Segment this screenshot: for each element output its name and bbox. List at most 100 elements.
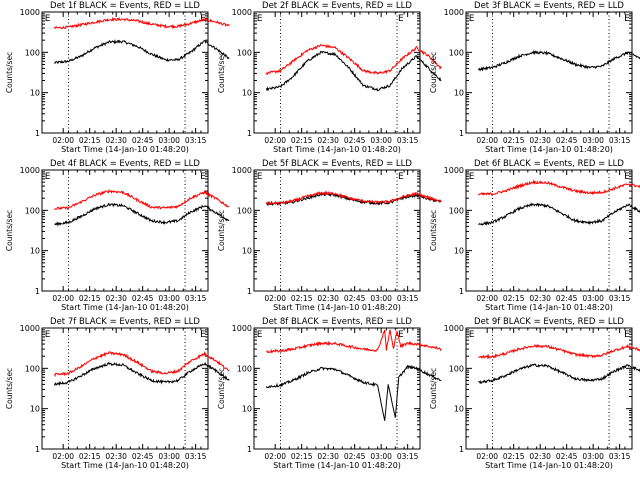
y-axis-label: Counts/sec: [217, 368, 226, 409]
x-tick-label: 02:15: [503, 452, 525, 461]
y-tick-label: 10: [30, 89, 40, 98]
y-tick-label: 100: [25, 48, 40, 57]
panel-det-4: Det 4f BLACK = Events, RED = LLD 1 10 100 10…: [5, 159, 230, 312]
x-tick-label: 03:15: [397, 294, 419, 303]
y-tick-label: 1000: [444, 324, 464, 333]
y-tick-label: 1: [459, 445, 464, 454]
x-axis-label: Start Time (14-Jan-10 01:48:20): [273, 145, 401, 154]
x-tick-label: 02:00: [52, 294, 74, 303]
x-tick-label: 03:15: [397, 452, 419, 461]
y-tick-label: 1000: [444, 166, 464, 175]
panel-det-9: Det 9f BLACK = Events, RED = LLD 1 10 100 10…: [429, 317, 640, 470]
x-tick-label: 02:15: [503, 294, 525, 303]
y-tick-label: 10: [454, 405, 464, 414]
x-tick-label: 02:15: [79, 452, 101, 461]
y-tick-label: 100: [449, 48, 464, 57]
x-tick-label: 02:30: [105, 136, 127, 145]
events-series-line: [478, 363, 640, 385]
y-tick-label: 1: [247, 445, 252, 454]
y-tick-label: 10: [242, 247, 252, 256]
x-tick-label: 03:00: [158, 294, 180, 303]
y-tick-label: 100: [449, 364, 464, 373]
x-tick-label: 03:00: [582, 452, 604, 461]
x-tick-label: 02:30: [529, 452, 551, 461]
events-series-line: [478, 202, 640, 226]
y-tick-label: 1: [247, 129, 252, 138]
events-series-line: [477, 49, 640, 72]
panel-title: Det 7f BLACK = Events, RED = LLD: [50, 317, 200, 327]
x-tick-label: 02:00: [52, 452, 74, 461]
e-marker-label: E: [200, 172, 206, 182]
y-tick-label: 1000: [232, 324, 252, 333]
x-tick-label: 02:15: [79, 294, 101, 303]
e-marker-label: E: [469, 330, 475, 340]
e-marker-label: E: [45, 330, 51, 340]
x-tick-label: 02:30: [529, 136, 551, 145]
e-marker-label: E: [624, 330, 630, 340]
x-tick-label: 03:15: [185, 294, 207, 303]
e-marker-label: E: [624, 172, 630, 182]
y-tick-label: 1000: [232, 166, 252, 175]
lld-series-line: [53, 16, 230, 30]
x-tick-label: 03:15: [609, 294, 631, 303]
y-tick-label: 1: [35, 445, 40, 454]
x-tick-label: 02:15: [291, 294, 313, 303]
e-marker-label: E: [469, 172, 475, 182]
panel-title: Det 8f BLACK = Events, RED = LLD: [262, 317, 412, 327]
axes-frame: [465, 327, 633, 450]
y-axis-label: Counts/sec: [5, 52, 14, 93]
y-tick-label: 10: [242, 89, 252, 98]
y-axis-label: Counts/sec: [5, 368, 14, 409]
panel-title: Det 1f BLACK = Events, RED = LLD: [50, 1, 200, 11]
y-axis-label: Counts/sec: [429, 368, 438, 409]
events-series-line: [265, 364, 442, 421]
panel-title: Det 3f BLACK = Events, RED = LLD: [474, 1, 624, 11]
x-tick-label: 02:00: [476, 294, 498, 303]
y-tick-label: 10: [454, 89, 464, 98]
panel-det-8: Det 8f BLACK = Events, RED = LLD 1 10 100 10…: [217, 317, 442, 470]
y-tick-label: 1: [35, 287, 40, 296]
x-tick-label: 02:45: [556, 452, 578, 461]
x-tick-label: 02:30: [105, 294, 127, 303]
lld-series-line: [478, 179, 640, 197]
events-series-line: [54, 39, 230, 65]
y-tick-label: 1000: [20, 166, 40, 175]
x-axis-label: Start Time (14-Jan-10 01:48:20): [273, 461, 401, 470]
x-tick-label: 02:15: [291, 136, 313, 145]
x-tick-label: 02:45: [556, 136, 578, 145]
y-tick-label: 10: [242, 405, 252, 414]
e-marker-label: E: [257, 330, 263, 340]
x-tick-label: 03:00: [370, 136, 392, 145]
e-marker-label: E: [45, 172, 51, 182]
e-marker-label: E: [398, 172, 404, 182]
panel-title: Det 6f BLACK = Events, RED = LLD: [474, 159, 624, 169]
x-axis-label: Start Time (14-Jan-10 01:48:20): [61, 303, 189, 312]
x-tick-label: 02:30: [317, 452, 339, 461]
y-tick-label: 1000: [444, 8, 464, 17]
x-tick-label: 03:00: [370, 294, 392, 303]
e-marker-label: E: [257, 14, 263, 24]
e-marker-label: E: [45, 14, 51, 24]
x-tick-label: 03:00: [158, 452, 180, 461]
panel-title: Det 4f BLACK = Events, RED = LLD: [50, 159, 200, 169]
e-marker-label: E: [398, 14, 404, 24]
y-axis-label: Counts/sec: [217, 210, 226, 251]
axes-frame: [41, 169, 209, 292]
e-marker-label: E: [624, 14, 630, 24]
e-marker-label: E: [398, 330, 404, 340]
y-tick-label: 1: [247, 287, 252, 296]
y-tick-label: 10: [454, 247, 464, 256]
y-tick-label: 1000: [20, 8, 40, 17]
x-tick-label: 03:15: [609, 452, 631, 461]
x-axis-label: Start Time (14-Jan-10 01:48:20): [61, 461, 189, 470]
panel-title: Det 5f BLACK = Events, RED = LLD: [262, 159, 412, 169]
x-axis-label: Start Time (14-Jan-10 01:48:20): [61, 145, 189, 154]
y-tick-label: 100: [449, 206, 464, 215]
x-tick-label: 02:45: [132, 136, 154, 145]
x-tick-label: 02:15: [503, 136, 525, 145]
panel-title: Det 9f BLACK = Events, RED = LLD: [474, 317, 624, 327]
x-tick-label: 02:00: [264, 452, 286, 461]
x-tick-label: 02:45: [344, 136, 366, 145]
events-series-line: [54, 202, 230, 227]
